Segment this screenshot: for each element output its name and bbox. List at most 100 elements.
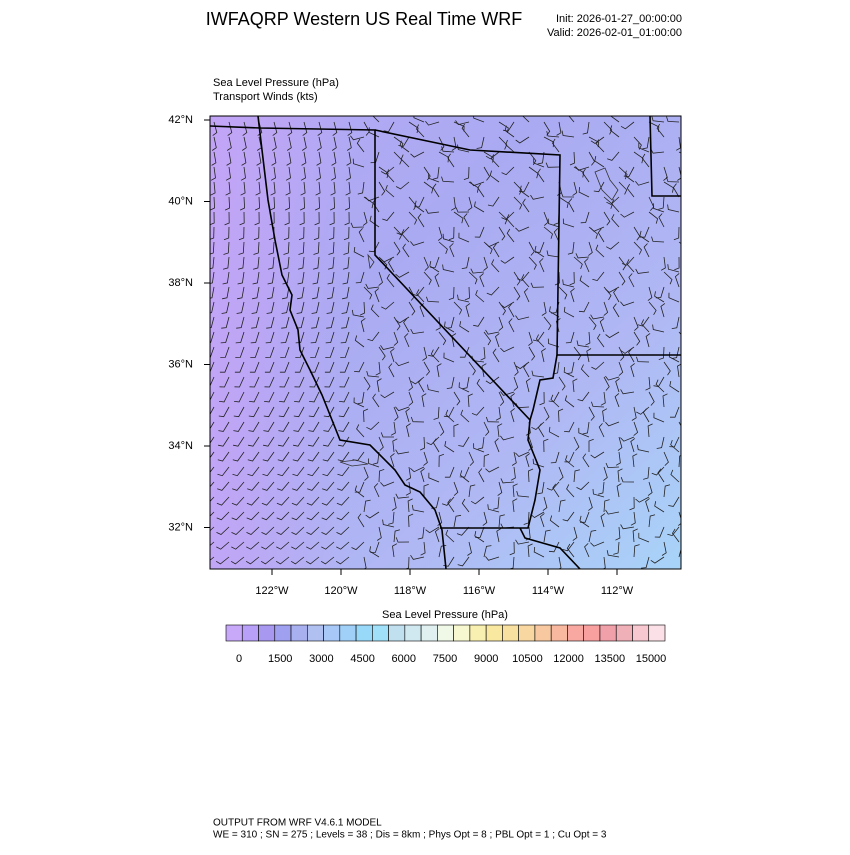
wind-barb [590,226,605,232]
wind-barb [603,121,613,135]
wind-barb [633,331,641,346]
wind-barb [220,346,230,358]
wind-barb [550,451,560,464]
wind-barb [674,273,680,288]
wind-barb [585,331,591,346]
wind-barb [643,243,650,258]
wind-barb [548,541,560,553]
wind-barb [467,196,473,211]
wind-barb [578,187,590,198]
lat-label: 36°N [168,358,193,370]
wind-barb [216,511,230,521]
wind-barb [582,121,590,135]
wind-barb [403,318,410,333]
wind-barb [219,376,230,388]
wind-barb [210,511,215,517]
wind-barb [497,481,503,496]
wind-barb [576,481,590,491]
wind-barb [435,316,441,331]
wind-barb [306,511,320,521]
wind-barb [252,256,260,270]
wind-barb [376,526,382,541]
wind-barb [563,306,575,318]
wind-barb [637,444,650,453]
wind-barb [406,423,411,438]
wind-barb [470,496,485,505]
wind-barb [580,364,590,378]
state-border [374,129,681,356]
wind-barb [468,361,476,376]
wind-barb [577,391,590,402]
wind-barb [588,530,597,543]
wind-barb [292,481,305,491]
wind-barb [476,136,485,149]
wind-barb [562,279,575,288]
wind-barb [340,331,350,344]
wind-barb [487,504,500,513]
wind-barb [562,541,575,552]
wind-barb [322,451,335,462]
wind-barb [666,116,680,123]
wind-barb [483,545,492,558]
wind-barb [633,241,642,255]
wind-barb [655,379,665,393]
wind-barb [620,524,635,530]
wind-barb [481,363,487,378]
wind-barb [438,545,447,558]
wind-barb [418,378,425,393]
wind-barb [247,466,260,477]
wind-barb [255,181,261,196]
wind-barb [495,406,501,421]
wind-barb [402,243,410,258]
wind-barb [615,378,620,393]
wind-barb [395,271,410,278]
wind-barb [399,140,410,153]
wind-barb [376,378,382,393]
field-label: Transport Winds (kts) [213,91,318,103]
state-border [529,354,558,421]
wind-barb [307,451,320,462]
wind-barb [365,283,380,289]
wind-barb [523,511,530,525]
wind-barb [363,466,369,481]
wind-barb [537,168,545,183]
wind-barb [339,391,350,403]
wind-barb [323,421,335,432]
wind-barb [620,477,635,483]
wind-barb [576,340,590,348]
wind-barb [582,421,590,435]
wind-barb [382,211,395,221]
wind-barb [474,226,485,238]
wind-barb [264,391,275,403]
wind-barb [327,286,335,300]
wind-barb [549,515,560,528]
wind-barb [603,499,610,513]
wind-barb [419,436,426,451]
wind-barb [276,541,290,550]
wind-barb [356,138,365,153]
wind-barb [456,526,470,536]
wind-barb [590,136,605,144]
wind-barb [241,136,247,151]
wind-barb [313,241,320,255]
footer-line: WE = 310 ; SN = 275 ; Levels = 38 ; Dis … [213,830,607,841]
wind-barb [592,488,605,498]
wind-barb [617,436,623,451]
wind-barb [420,468,425,483]
wind-barb [651,466,665,476]
colorbar-swatch [648,624,666,642]
wind-barb [530,282,545,288]
wind-barb [543,438,549,453]
wind-barb [455,207,470,213]
wind-barb [580,211,590,224]
wind-barb [670,406,680,418]
wind-barb [558,556,562,569]
colorbar-label: 13500 [595,653,626,665]
wind-barb [425,120,440,126]
wind-barb [669,381,680,393]
wind-barb [314,211,320,226]
wind-barb [378,166,389,179]
wind-barb [245,556,260,565]
wind-barb [253,226,260,241]
wind-barb [277,466,290,477]
